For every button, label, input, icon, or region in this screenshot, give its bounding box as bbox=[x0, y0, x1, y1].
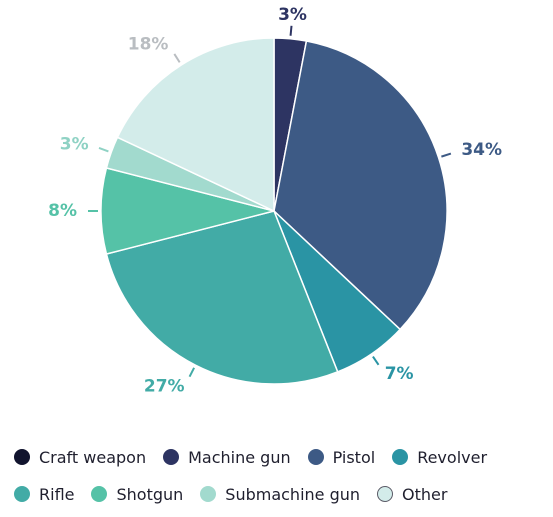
legend-item-machine-gun[interactable]: Machine gun bbox=[163, 448, 291, 467]
legend-label: Craft weapon bbox=[39, 447, 147, 467]
data-label-rifle: 27% bbox=[144, 377, 185, 397]
leader-line-revolver bbox=[372, 356, 380, 366]
legend-item-craft-weapon[interactable]: Craft weapon bbox=[14, 448, 146, 467]
legend: Craft weapon Machine gun Pistol Revolver Rif… bbox=[14, 443, 549, 517]
slice-other bbox=[116, 37, 275, 213]
leader-line-rifle bbox=[188, 367, 195, 378]
data-label-revolver: 7% bbox=[385, 364, 414, 384]
leader-line-submachine-gun bbox=[98, 147, 109, 153]
data-label-other: 18% bbox=[128, 35, 169, 55]
legend-label: Pistol bbox=[332, 447, 376, 467]
leader-line-machine-gun bbox=[289, 25, 293, 36]
legend-label: Machine gun bbox=[188, 447, 291, 467]
legend-swatch bbox=[14, 449, 30, 465]
legend-item-revolver[interactable]: Revolver bbox=[392, 448, 487, 467]
legend-swatch bbox=[200, 486, 217, 502]
legend-swatch bbox=[14, 486, 30, 502]
legend-label: Rifle bbox=[39, 484, 75, 504]
legend-item-shotgun[interactable]: Shotgun bbox=[91, 485, 183, 504]
legend-row-2: Rifle Shotgun Submachine gun Other bbox=[14, 480, 549, 508]
legend-item-submachine-gun[interactable]: Submachine gun bbox=[200, 485, 360, 504]
legend-row-1: Craft weapon Machine gun Pistol Revolver bbox=[14, 443, 549, 471]
data-label-pistol: 34% bbox=[461, 140, 502, 160]
slice-rifle bbox=[105, 210, 339, 385]
leader-line-other bbox=[173, 53, 181, 63]
legend-item-rifle[interactable]: Rifle bbox=[14, 485, 74, 504]
leader-line-pistol bbox=[441, 152, 452, 158]
legend-item-pistol[interactable]: Pistol bbox=[307, 447, 376, 467]
pie-chart: 3% 34% 7% 27% 8% 3% 18% bbox=[48, 5, 502, 397]
legend-swatch bbox=[377, 486, 394, 502]
data-label-machine-gun: 3% bbox=[278, 5, 307, 25]
legend-swatch bbox=[392, 449, 409, 465]
legend-label: Submachine gun bbox=[225, 484, 361, 504]
legend-swatch bbox=[163, 449, 180, 465]
slice-pistol bbox=[273, 40, 448, 331]
legend-swatch bbox=[91, 486, 108, 502]
data-label-submachine-gun: 3% bbox=[60, 134, 89, 154]
legend-label: Other bbox=[402, 484, 448, 504]
legend-item-other[interactable]: Other bbox=[377, 485, 447, 504]
legend-label: Shotgun bbox=[116, 484, 184, 504]
legend-label: Revolver bbox=[417, 447, 488, 467]
legend-swatch bbox=[307, 449, 324, 465]
data-label-shotgun: 8% bbox=[48, 201, 77, 221]
